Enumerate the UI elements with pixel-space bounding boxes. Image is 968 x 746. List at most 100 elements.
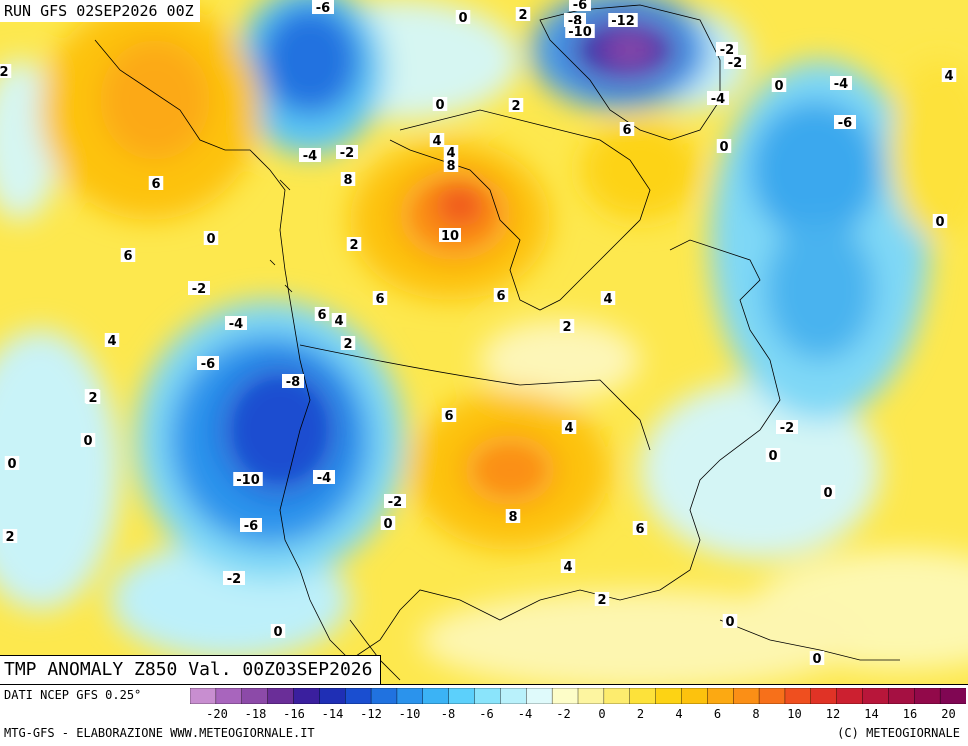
svg-text:-4: -4 bbox=[303, 149, 317, 164]
contour-label: -4 bbox=[313, 470, 335, 486]
colorbar-tick-label: 4 bbox=[675, 707, 683, 721]
svg-text:0: 0 bbox=[823, 486, 832, 501]
contour-label: -4 bbox=[299, 148, 321, 164]
svg-text:10: 10 bbox=[441, 229, 459, 244]
svg-text:4: 4 bbox=[564, 421, 573, 436]
svg-text:6: 6 bbox=[375, 292, 384, 307]
svg-text:0: 0 bbox=[83, 434, 92, 449]
svg-text:4: 4 bbox=[446, 146, 455, 161]
contour-label: -6 bbox=[312, 0, 334, 16]
contour-label: 6 bbox=[493, 288, 509, 304]
colorbar-tick-label: 10 bbox=[787, 707, 802, 721]
contour-label: 0 bbox=[765, 448, 781, 464]
contour-label: 4 bbox=[443, 145, 459, 161]
svg-text:2: 2 bbox=[5, 530, 14, 545]
contour-label: 4 bbox=[941, 68, 957, 84]
svg-text:6: 6 bbox=[635, 522, 644, 537]
contour-label: 0 bbox=[4, 456, 20, 472]
colorbar-swatch bbox=[681, 688, 709, 704]
svg-text:-2: -2 bbox=[720, 43, 734, 58]
contour-label: 4 bbox=[429, 133, 445, 149]
colorbar-tick-label: -18 bbox=[244, 707, 267, 721]
svg-text:0: 0 bbox=[206, 232, 215, 247]
contour-label: -6 bbox=[834, 115, 856, 131]
colorbar-tick-label: 20 bbox=[941, 707, 956, 721]
colorbar-tick-label: -4 bbox=[517, 707, 533, 721]
svg-text:6: 6 bbox=[622, 123, 631, 138]
colorbar-tick-label: -8 bbox=[440, 707, 456, 721]
svg-text:-4: -4 bbox=[711, 92, 725, 107]
contour-label: 4 bbox=[560, 559, 576, 575]
svg-text:0: 0 bbox=[7, 457, 16, 472]
colorbar-swatch bbox=[448, 688, 476, 704]
contour-label: 6 bbox=[632, 521, 648, 537]
contour-label: 6 bbox=[619, 122, 635, 138]
contour-label: 8 bbox=[505, 509, 521, 525]
svg-text:2: 2 bbox=[562, 320, 571, 335]
svg-text:0: 0 bbox=[768, 449, 777, 464]
coastlines bbox=[94, 4, 900, 681]
svg-text:-8: -8 bbox=[286, 375, 300, 390]
svg-text:0: 0 bbox=[383, 517, 392, 532]
svg-text:-6: -6 bbox=[201, 357, 215, 372]
svg-text:-6: -6 bbox=[316, 1, 330, 16]
colorbar-tick-label: 0 bbox=[598, 707, 606, 721]
contour-label: -2 bbox=[716, 42, 738, 58]
contour-label: 10 bbox=[439, 228, 461, 244]
svg-text:-2: -2 bbox=[780, 421, 794, 436]
svg-text:4: 4 bbox=[603, 292, 612, 307]
contour-label: 0 bbox=[203, 231, 219, 247]
contour-label: -4 bbox=[830, 76, 852, 92]
colorbar-swatch bbox=[241, 688, 269, 704]
colorbar-swatch bbox=[190, 688, 217, 704]
svg-text:0: 0 bbox=[774, 79, 783, 94]
svg-text:-2: -2 bbox=[227, 572, 241, 587]
map-title: TMP ANOMALY Z850 Val. 00Z03SEP2026 bbox=[0, 655, 382, 684]
contour-label: 4 bbox=[600, 291, 616, 307]
contour-label: -10 bbox=[233, 472, 263, 488]
svg-text:2: 2 bbox=[343, 337, 352, 352]
colorbar-ticks: -20 -18 -16 -14 -12 -10 -8 -6 -4 -2 0 2 4 6 8 10 12 14 16 2… bbox=[190, 707, 966, 723]
contour-label: 8 bbox=[443, 158, 459, 174]
contour-label: 0 bbox=[455, 10, 471, 26]
svg-text:2: 2 bbox=[511, 99, 520, 114]
svg-text:-2: -2 bbox=[728, 56, 742, 71]
svg-text:6: 6 bbox=[317, 308, 326, 323]
contour-label: 2 bbox=[2, 529, 18, 545]
contour-label: -2 bbox=[188, 281, 210, 297]
contour-label: 0 bbox=[270, 624, 286, 640]
data-source: DATI NCEP GFS 0.25° bbox=[4, 688, 142, 702]
svg-text:0: 0 bbox=[725, 615, 734, 630]
colorbar-swatch bbox=[267, 688, 295, 704]
contour-label: 8 bbox=[340, 172, 356, 188]
colorbar-swatch bbox=[629, 688, 657, 704]
colorbar-tick-label: -14 bbox=[321, 707, 344, 721]
contour-label: 0 bbox=[722, 614, 738, 630]
svg-text:8: 8 bbox=[446, 159, 455, 174]
svg-text:0: 0 bbox=[935, 215, 944, 230]
colorbar-tick-label: -6 bbox=[479, 707, 494, 721]
svg-text:2: 2 bbox=[518, 8, 527, 23]
copyright-text: (C) METEOGIORNALE bbox=[837, 726, 960, 740]
contour-label: 6 bbox=[314, 307, 330, 323]
contour-label: 2 bbox=[85, 390, 101, 406]
svg-text:4: 4 bbox=[334, 314, 343, 329]
colorbar-swatch bbox=[344, 688, 372, 704]
colorbar-swatch bbox=[733, 688, 760, 704]
svg-text:-2: -2 bbox=[340, 146, 354, 161]
colorbar-swatch bbox=[215, 688, 243, 704]
colorbar-swatch bbox=[655, 688, 683, 704]
svg-text:6: 6 bbox=[496, 289, 505, 304]
svg-text:-10: -10 bbox=[568, 25, 592, 40]
colorbar-swatch bbox=[396, 688, 424, 704]
colorbar-swatch bbox=[422, 688, 450, 704]
svg-text:6: 6 bbox=[444, 409, 453, 424]
svg-text:-2: -2 bbox=[388, 495, 402, 510]
colorbar-swatch bbox=[862, 688, 890, 704]
svg-text:0: 0 bbox=[719, 140, 728, 155]
contour-label: 4 bbox=[561, 420, 577, 436]
colorbar-tick-label: 12 bbox=[825, 707, 841, 721]
contour-labels: -60 2-6-12-8-10-2-240 -420 2 -4-664 0-4 -2 4688… bbox=[0, 0, 957, 667]
contour-label: 0 bbox=[820, 485, 836, 501]
footer: DATI NCEP GFS 0.25° -20 -18 -16 -14 -12 -10 -8… bbox=[0, 684, 968, 746]
